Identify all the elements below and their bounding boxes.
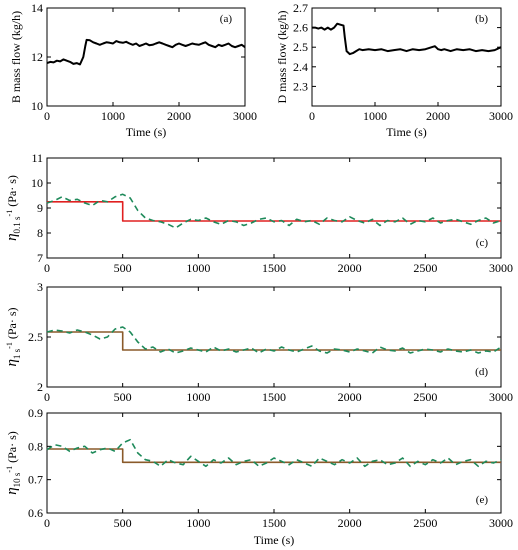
x-tick-label: 0 [44, 109, 50, 123]
y-tick-label: 2.5 [28, 330, 43, 344]
y-tick-label: 14 [31, 1, 43, 15]
y-tick-label: 2.5 [293, 40, 308, 54]
chart-panel-2: 0 500 1000 1500 2000 2500 3000 7 8 9 10 11 (c) η0.1 s… [4, 151, 513, 275]
x-axis-label: Time (s) [254, 533, 295, 547]
plot-frame [46, 157, 502, 259]
x-tick-label: 1500 [262, 261, 286, 275]
y-tick-label: 10 [31, 176, 43, 190]
x-tick-label: 500 [114, 516, 132, 530]
series-line-0 [46, 38, 246, 66]
x-tick-label: 2500 [413, 261, 437, 275]
chart-panel-0: 0 1000 2000 3000 10 12 14 (a) Time (s) B mass flo… [9, 1, 257, 139]
y-label-unit: (Pa· s) [5, 431, 19, 466]
x-tick-label: 1500 [262, 516, 286, 530]
x-tick-label: 500 [114, 261, 132, 275]
series-line-0 [47, 201, 501, 222]
x-tick-label: 0 [44, 261, 50, 275]
x-tick-label: 1000 [186, 390, 210, 404]
y-label-superscript: -1 [5, 466, 14, 473]
y-axis-label: η10 s-1 (Pa· s) [4, 431, 22, 495]
chart-panel-1: 0 1000 2000 3000 2.3 2.4 2.5 2.6 2.7 (b) Time (s) D… [275, 1, 513, 139]
series-line-0 [47, 331, 501, 351]
y-label-symbol: η [4, 233, 20, 240]
x-tick-label: 3000 [489, 261, 513, 275]
y-tick-label: 0.7 [28, 473, 43, 487]
y-tick-label: 2.7 [293, 1, 308, 15]
x-tick-label: 1500 [262, 390, 286, 404]
x-tick-label: 2000 [426, 109, 450, 123]
chart-panel-3: 0 500 1000 1500 2000 2500 3000 2 2.5 3 (d) η1 s-1 (… [4, 280, 513, 404]
panel-label: (c) [476, 237, 489, 249]
x-tick-label: 3000 [489, 390, 513, 404]
x-tick-label: 0 [44, 390, 50, 404]
x-tick-label: 3000 [489, 109, 513, 123]
y-tick-label: 0.6 [28, 506, 43, 520]
x-tick-label: 1000 [363, 109, 387, 123]
x-tick-label: 3000 [233, 109, 257, 123]
series-line-0 [312, 22, 502, 56]
x-tick-label: 3000 [489, 516, 513, 530]
x-tick-label: 0 [309, 109, 315, 123]
plot-frame [46, 286, 502, 388]
x-axis-label: Time (s) [126, 125, 167, 139]
panel-label: (d) [475, 366, 488, 378]
y-tick-label: 8 [37, 226, 43, 240]
y-tick-label: 2.6 [293, 21, 308, 35]
series-line-1 [46, 438, 502, 468]
series-line-1 [46, 193, 502, 229]
x-tick-label: 2000 [167, 109, 191, 123]
y-label-subscript: 0.1 s [12, 216, 22, 234]
y-label-symbol: η [4, 359, 20, 366]
y-label-symbol: η [4, 487, 20, 494]
y-tick-label: 9 [37, 201, 43, 215]
series-line-0 [47, 448, 501, 464]
panel-label: (a) [220, 13, 233, 25]
x-tick-label: 1000 [186, 516, 210, 530]
y-tick-label: 2.4 [293, 60, 308, 74]
y-axis-label: D mass flow (kg/h) [275, 11, 289, 104]
y-label-superscript: -1 [5, 342, 14, 349]
x-tick-label: 500 [114, 390, 132, 404]
x-tick-label: 1000 [186, 261, 210, 275]
series-line-1 [46, 326, 502, 354]
y-tick-label: 7 [37, 251, 43, 265]
x-tick-label: 2000 [338, 390, 362, 404]
panel-label: (b) [475, 13, 488, 25]
y-axis-label: η1 s-1 (Pa· s) [4, 307, 22, 366]
x-tick-label: 2500 [413, 516, 437, 530]
y-tick-label: 2.3 [293, 79, 308, 93]
y-tick-label: 2 [37, 380, 43, 394]
x-tick-label: 2000 [338, 261, 362, 275]
plot-frame [311, 7, 502, 107]
x-tick-label: 1000 [101, 109, 125, 123]
y-axis-label: η0.1 s-1 (Pa· s) [4, 175, 22, 241]
y-axis-label: B mass flow (kg/h) [9, 11, 23, 103]
chart-panel-4: 0 500 1000 1500 2000 2500 3000 0.6 0.7 0.8 0.9 (e) T… [4, 406, 513, 547]
y-tick-label: 10 [31, 99, 43, 113]
x-tick-label: 0 [44, 516, 50, 530]
y-label-superscript: -1 [5, 210, 14, 217]
y-tick-label: 11 [31, 151, 43, 165]
x-tick-label: 2000 [338, 516, 362, 530]
y-tick-label: 0.8 [28, 439, 43, 453]
y-label-subscript: 1 s [12, 348, 22, 359]
plot-frame [46, 7, 246, 107]
y-label-unit: (Pa· s) [5, 307, 19, 342]
y-label-subscript: 10 s [12, 472, 22, 487]
y-tick-label: 3 [37, 280, 43, 294]
y-tick-label: 0.9 [28, 406, 43, 420]
y-tick-label: 12 [31, 50, 43, 64]
x-tick-label: 2500 [413, 390, 437, 404]
y-label-unit: (Pa· s) [5, 175, 19, 210]
panel-label: (e) [476, 494, 489, 506]
x-axis-label: Time (s) [386, 125, 427, 139]
